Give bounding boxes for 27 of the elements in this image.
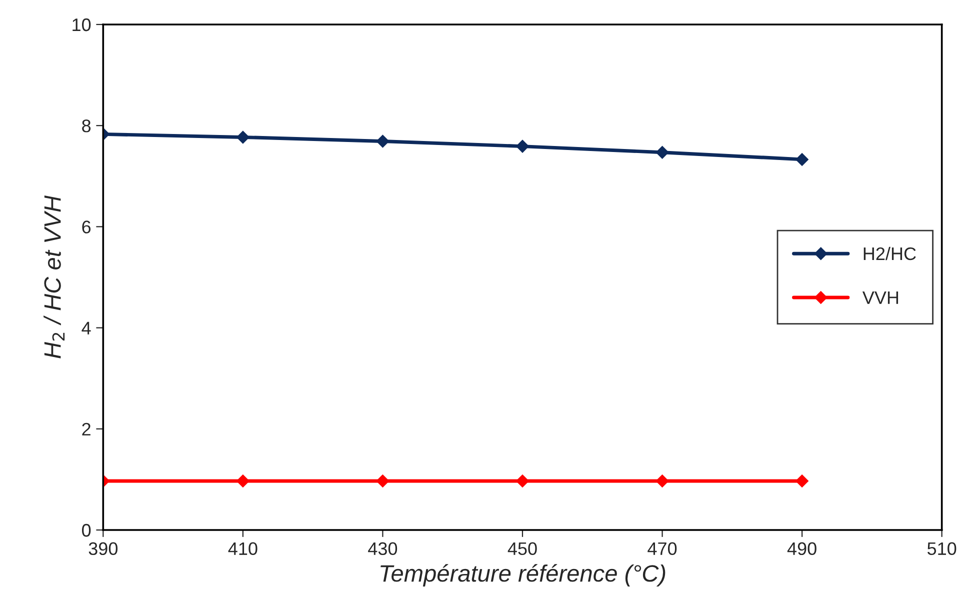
- legend-label: VVH: [862, 291, 898, 304]
- point: [796, 153, 808, 166]
- y-tick-label: 2: [82, 422, 90, 436]
- x-tick-label: 490: [787, 542, 816, 556]
- y-axis-title: H$_{2}$ / HC et VVH: [44, 195, 65, 358]
- point: [656, 474, 669, 488]
- y-tick-label: 0: [82, 524, 91, 537]
- point: [656, 146, 669, 159]
- point: [516, 474, 529, 488]
- point: [236, 130, 250, 144]
- x-tick-label: 450: [508, 542, 537, 556]
- x-axis-title: Température référence (°C): [380, 564, 666, 586]
- x-tick-label: 470: [648, 542, 677, 556]
- point: [376, 134, 390, 148]
- point: [516, 140, 529, 153]
- y-tick-label: 4: [82, 322, 91, 334]
- point: [236, 474, 250, 488]
- x-tick-label: 390: [88, 542, 118, 556]
- x-tick-label: 410: [228, 542, 258, 556]
- legend-label: H2/HC: [864, 246, 916, 260]
- point: [796, 474, 808, 488]
- point: [376, 474, 390, 488]
- y-tick-label: 6: [82, 220, 91, 234]
- y-tick-label: 8: [82, 120, 91, 132]
- x-tick-label: 510: [927, 542, 956, 556]
- x-tick-label: 430: [368, 542, 398, 556]
- y-tick-label: 10: [72, 18, 91, 32]
